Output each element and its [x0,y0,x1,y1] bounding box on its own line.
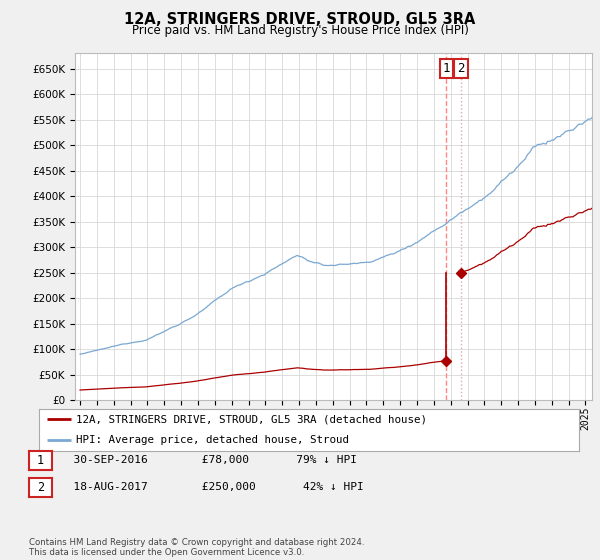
Text: 18-AUG-2017        £250,000       42% ↓ HPI: 18-AUG-2017 £250,000 42% ↓ HPI [60,482,364,492]
Text: Price paid vs. HM Land Registry's House Price Index (HPI): Price paid vs. HM Land Registry's House … [131,24,469,36]
Text: 1: 1 [37,454,44,467]
Text: 12A, STRINGERS DRIVE, STROUD, GL5 3RA: 12A, STRINGERS DRIVE, STROUD, GL5 3RA [124,12,476,27]
Text: 1: 1 [443,62,450,76]
Text: 12A, STRINGERS DRIVE, STROUD, GL5 3RA (detached house): 12A, STRINGERS DRIVE, STROUD, GL5 3RA (d… [76,414,427,424]
Text: HPI: Average price, detached house, Stroud: HPI: Average price, detached house, Stro… [76,435,349,445]
Text: Contains HM Land Registry data © Crown copyright and database right 2024.
This d: Contains HM Land Registry data © Crown c… [29,538,364,557]
Text: 2: 2 [457,62,465,76]
Text: 30-SEP-2016        £78,000       79% ↓ HPI: 30-SEP-2016 £78,000 79% ↓ HPI [60,455,357,465]
Text: 2: 2 [37,480,44,494]
